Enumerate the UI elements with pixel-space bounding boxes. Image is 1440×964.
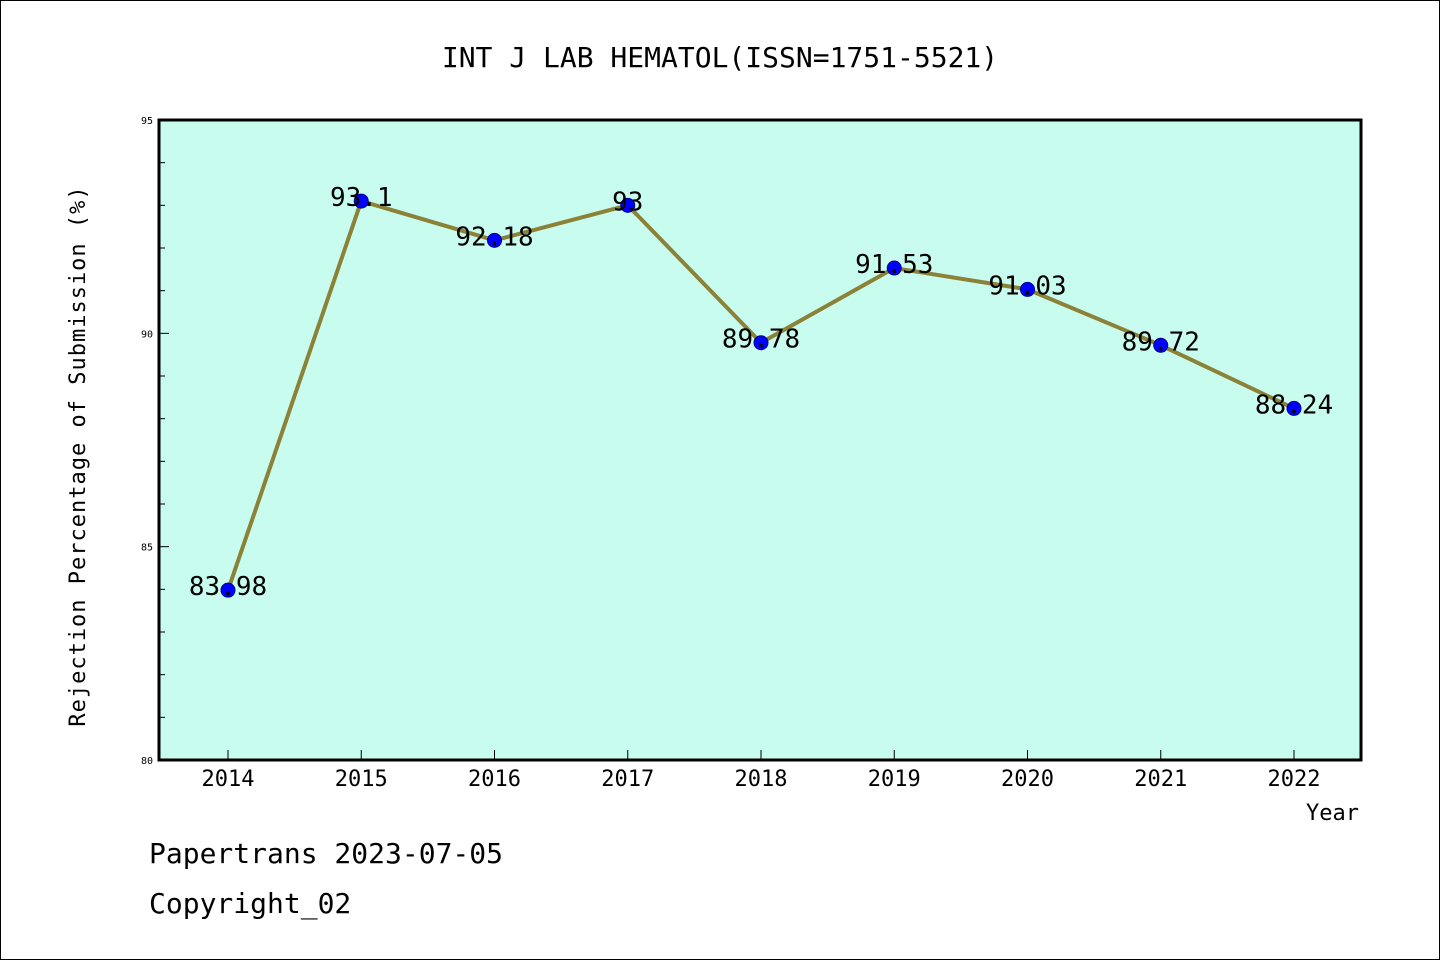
data-point	[886, 260, 902, 276]
x-tick-label: 2017	[601, 767, 654, 792]
x-tick-label: 2022	[1268, 767, 1321, 792]
data-label: 92.18	[455, 222, 533, 252]
data-point	[487, 232, 502, 248]
x-axis-label: Year	[1306, 801, 1359, 826]
y-tick-label: 80	[141, 756, 153, 767]
data-point	[1020, 281, 1035, 297]
y-tick-label: 85	[141, 543, 153, 554]
series-layer: 83.98 93.1 92.18 93 89.78 91.53 91.03 89.72 88.2…	[189, 183, 1333, 602]
y-axis-ticks: 80 85 90 95	[141, 116, 169, 767]
x-tick-label: 2016	[468, 767, 521, 792]
data-label: 89.78	[722, 325, 800, 355]
chart-title: INT J LAB HEMATOL(ISSN=1751-5521)	[442, 41, 998, 74]
data-label: 89.72	[1122, 327, 1200, 357]
x-tick-label: 2014	[202, 767, 255, 792]
data-label: 93.1	[330, 183, 393, 213]
data-point	[220, 582, 236, 598]
x-axis-ticks: 2014 2015 2016 2017 2018 2019 2020 2021 2022	[202, 750, 1321, 792]
x-tick-label: 2021	[1134, 767, 1187, 792]
data-label: 88.24	[1255, 390, 1333, 420]
data-point	[620, 197, 636, 213]
x-tick-label: 2019	[868, 767, 921, 792]
data-label: 83.98	[189, 572, 267, 602]
y-axis-label: Rejection Percentage of Submission (%)	[66, 185, 91, 726]
x-tick-label: 2020	[1001, 767, 1054, 792]
x-tick-label: 2018	[735, 767, 788, 792]
footer-credit: Papertrans 2023-07-05	[149, 837, 503, 870]
data-label: 91.53	[855, 250, 933, 280]
data-point	[753, 335, 769, 351]
y-tick-label: 95	[141, 116, 153, 127]
data-point	[353, 193, 369, 209]
data-point	[1153, 337, 1169, 353]
footer-copyright: Copyright_02	[149, 887, 351, 921]
data-point	[1286, 400, 1302, 416]
y-tick-label: 90	[141, 329, 153, 340]
plot-area	[157, 118, 1363, 762]
data-label: 91.03	[988, 271, 1066, 301]
data-label: 93	[612, 187, 643, 217]
x-tick-label: 2015	[335, 767, 388, 792]
